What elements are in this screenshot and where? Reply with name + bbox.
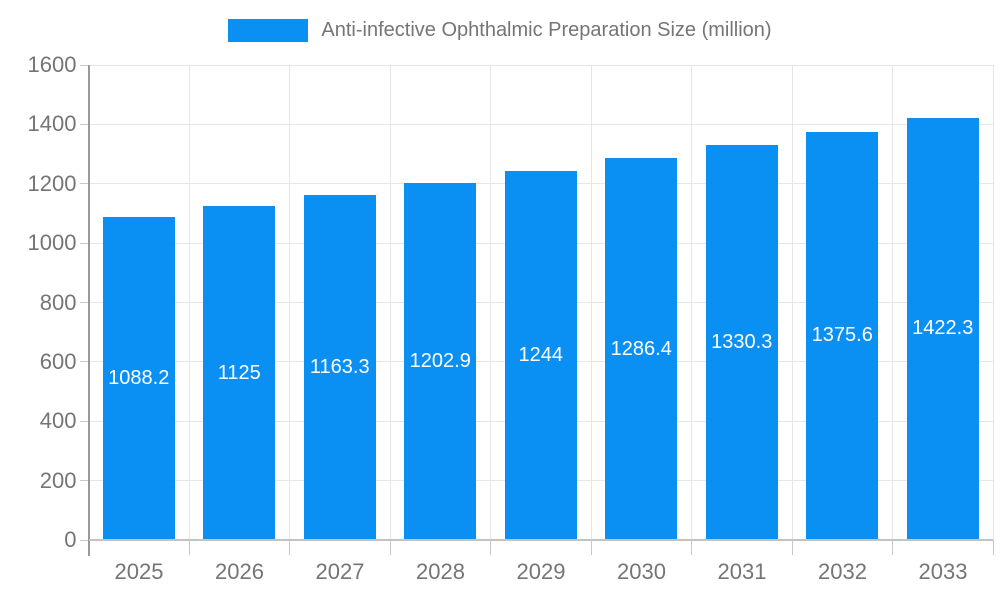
bar-value-label: 1422.3 [912,317,974,340]
x-axis-line [88,539,993,541]
bar-2031[interactable]: 1330.3 [705,145,778,540]
y-axis-tick [79,242,89,244]
bar-2027[interactable]: 1163.3 [303,194,376,540]
x-axis-tick [289,540,290,555]
x-gridline [389,65,391,540]
x-gridline [289,65,290,540]
x-axis-tick-label: 2027 [315,559,365,584]
y-axis-tick-label: 800 [39,289,77,315]
bar-2030[interactable]: 1286.4 [605,158,678,540]
x-gridline [992,65,994,540]
bar-2029[interactable]: 1244 [504,170,577,540]
y-gridline [88,123,993,125]
x-gridline [691,65,692,540]
y-gridline [88,64,993,66]
bar-value-label: 1286.4 [610,337,672,360]
x-gridline [490,65,491,540]
x-axis-tick-label: 2030 [617,559,666,584]
bar-value-label: 1088.2 [108,366,170,389]
x-gridline [791,65,793,540]
x-axis-tick [389,540,391,555]
legend-swatch [228,19,309,42]
bar-2025[interactable]: 1088.2 [102,216,175,540]
x-axis-tick-label: 2033 [918,559,968,584]
x-gridline [188,65,190,540]
x-axis-tick [691,540,692,555]
x-axis-tick-label: 2026 [215,559,264,584]
y-axis-tick-label: 400 [39,408,77,434]
bar-2032[interactable]: 1375.6 [806,131,879,540]
x-axis-tick-label: 2028 [416,559,465,584]
y-axis-tick-label: 1600 [27,52,77,77]
y-axis-tick [79,123,89,125]
y-axis-tick [79,183,89,185]
x-axis-tick [590,540,592,555]
legend-label: Anti-infective Ophthalmic Preparation Si… [321,19,772,41]
y-axis-tick-label: 0 [64,527,77,552]
x-axis-tick-label: 2032 [818,559,867,584]
bar-value-label: 1244 [518,343,564,366]
y-axis-tick [79,64,89,66]
bar-value-label: 1330.3 [711,331,773,354]
y-axis-tick-label: 1400 [27,111,77,137]
y-axis-tick-label: 1200 [27,170,77,196]
x-gridline [892,65,893,540]
bar-2028[interactable]: 1202.9 [404,182,477,540]
bar-value-label: 1125 [217,361,261,384]
x-axis-tick [188,540,190,555]
y-axis-tick [79,302,89,303]
x-gridline [590,65,592,540]
y-axis-tick [79,420,89,422]
bar-value-label: 1202.9 [409,349,471,372]
y-axis-line [87,65,90,556]
bar-2033[interactable]: 1422.3 [906,117,979,540]
x-axis-tick [490,540,491,555]
x-axis-tick [892,540,893,555]
bar-value-label: 1375.6 [811,324,873,347]
x-axis-tick-label: 2029 [516,559,566,584]
y-axis-tick-label: 200 [39,467,77,493]
bar-value-label: 1163.3 [309,355,370,378]
chart-legend-item[interactable]: Anti-infective Ophthalmic Preparation Si… [0,19,1000,42]
y-axis-tick-label: 600 [39,348,77,374]
y-axis-tick [79,361,89,363]
y-axis-tick [79,480,89,482]
y-axis-tick [79,539,89,541]
x-axis-tick [992,540,994,555]
bar-2026[interactable]: 1125 [203,206,276,540]
x-axis-tick-label: 2031 [717,559,767,584]
x-axis-tick-label: 2025 [114,559,164,584]
y-axis-tick-label: 1000 [27,230,77,256]
x-axis-tick [791,540,793,555]
